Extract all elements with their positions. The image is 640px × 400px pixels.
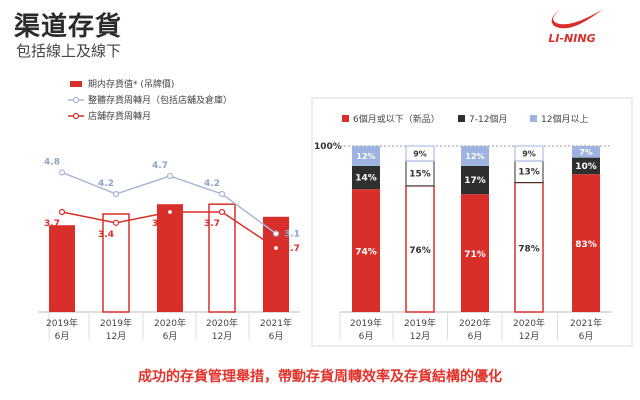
legend-swatch-bar <box>70 81 82 87</box>
line-data-label: 2.7 <box>284 244 300 254</box>
line-data-label: 3.7 <box>44 219 60 229</box>
segment-label: 9% <box>413 149 427 158</box>
line-point <box>58 208 66 216</box>
x-tick-label: 2019年 6月 <box>46 317 78 342</box>
legend-label: 整體存貨周轉月（包括店舖及倉庫） <box>88 94 232 106</box>
bar-segment-old <box>352 146 380 166</box>
line-point <box>166 172 174 180</box>
y-top-label: 100% <box>314 142 342 152</box>
x-tick-label: 2020年 12月 <box>513 317 545 342</box>
bar-segment-new <box>572 174 600 312</box>
x-tick-label: 2020年 12月 <box>206 317 238 342</box>
bar <box>49 225 75 312</box>
bar-segment-old <box>514 145 544 162</box>
segment-label: 74% <box>355 248 377 258</box>
x-tick-label: 2020年 6月 <box>459 317 491 342</box>
line-data-label: 3.4 <box>98 230 114 240</box>
line-data-label: 4.8 <box>44 157 60 167</box>
segment-label: 83% <box>575 240 597 250</box>
bar-segment-old <box>461 146 489 166</box>
line-point <box>272 244 280 252</box>
bar-segment-old <box>405 145 435 162</box>
footer-caption: 成功的存貨管理舉措，帶動存貨周轉效率及存貨結構的優化 <box>138 369 502 385</box>
legend-label: 12個月以上 <box>541 113 588 125</box>
segment-label: 7% <box>579 148 593 157</box>
x-tick-label: 2019年 12月 <box>404 317 436 342</box>
line-data-label: 3.1 <box>284 230 300 240</box>
legend-swatch-marker <box>72 96 80 104</box>
segment-label: 10% <box>575 162 597 172</box>
segment-label: 12% <box>465 152 484 161</box>
segment-label: 71% <box>464 250 486 260</box>
bar-segment-new <box>461 194 489 312</box>
x-tick-label: 2020年 6月 <box>154 317 186 342</box>
legend-label: 6個月或以下（新品） <box>353 113 440 125</box>
segment-label: 15% <box>409 169 431 179</box>
line-data-label: 3.7 <box>204 219 220 229</box>
bar <box>102 213 130 313</box>
bar-segment-mid <box>461 165 489 195</box>
bar-segment-new <box>514 181 544 313</box>
bar-segment-new <box>352 189 380 312</box>
legend-label: 期内存貨值* (吊牌價) <box>88 78 174 90</box>
x-tick-label: 2021年 6月 <box>570 317 602 342</box>
segment-label: 17% <box>464 176 486 186</box>
line-data-label: 4.2 <box>98 179 114 189</box>
line-data-label: 4.7 <box>152 161 168 171</box>
x-tick-label: 2019年 6月 <box>350 317 382 342</box>
segment-label: 14% <box>355 174 377 184</box>
segment-label: 13% <box>518 168 540 178</box>
segment-label: 9% <box>522 149 536 158</box>
chart-panel <box>311 97 633 347</box>
segment-label: 12% <box>356 152 375 161</box>
legend-swatch <box>342 115 349 122</box>
li-ning-logo: LI-NING <box>548 10 602 45</box>
bar <box>157 204 183 312</box>
page-subtitle: 包括線上及線下 <box>16 42 122 60</box>
line-data-label: 4.2 <box>204 179 220 189</box>
x-tick-label: 2019年 12月 <box>100 317 132 342</box>
segment-label: 76% <box>409 246 431 256</box>
x-tick-label: 2021年 6月 <box>260 317 292 342</box>
legend-swatch <box>458 115 465 122</box>
bar-segment-mid <box>572 157 600 175</box>
page-title: 渠道存貨 <box>14 12 123 42</box>
line-data-label: 3.7 <box>152 219 168 229</box>
segment-label: 78% <box>518 244 540 254</box>
line-point <box>218 208 226 216</box>
legend-label: 店舗存貨周轉月 <box>88 110 151 122</box>
line-point <box>112 219 120 226</box>
line-point <box>58 169 66 176</box>
logo-text: LI-NING <box>548 32 595 45</box>
bar-segment-mid <box>352 165 380 190</box>
line-point <box>218 190 226 198</box>
bar-segment-old <box>572 146 600 158</box>
line-point <box>166 208 174 216</box>
line-point <box>112 190 120 198</box>
legend-swatch <box>530 115 537 122</box>
bar-segment-new <box>405 185 435 313</box>
bar-segment-mid <box>405 160 435 187</box>
line-point <box>272 230 280 237</box>
legend-swatch-marker <box>72 112 80 120</box>
legend-label: 7-12個月 <box>469 113 507 125</box>
bar <box>208 203 236 313</box>
